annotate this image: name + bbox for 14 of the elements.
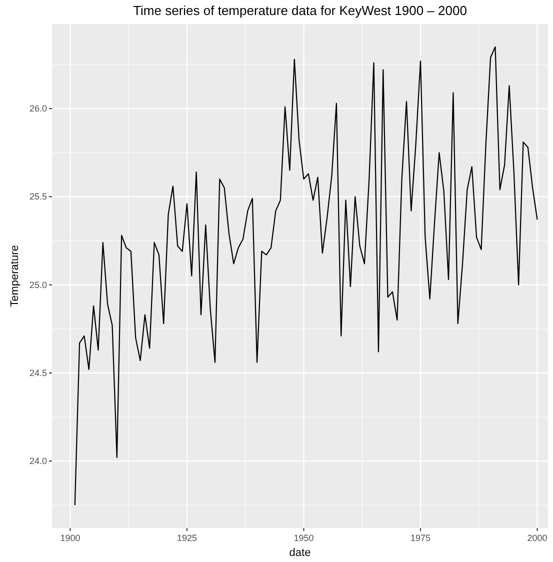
- y-tick-label: 26.0: [29, 104, 47, 114]
- x-tick-label: 1925: [176, 533, 197, 543]
- y-axis-title: Temperature: [9, 245, 21, 307]
- y-tick-label: 24.0: [29, 456, 47, 466]
- x-tick-label: 2000: [527, 533, 548, 543]
- x-tick-label: 1900: [60, 533, 80, 543]
- chart-title: Time series of temperature data for KeyWest 1900 – 2000: [133, 3, 467, 18]
- x-tick-label: 1950: [294, 533, 314, 543]
- x-axis-title: date: [289, 547, 311, 559]
- y-tick-label: 24.5: [29, 368, 47, 378]
- y-tick-label: 25.0: [29, 280, 47, 290]
- line-series: [74, 46, 538, 506]
- x-tick-label: 1975: [410, 533, 431, 543]
- y-tick-label: 25.5: [29, 192, 47, 202]
